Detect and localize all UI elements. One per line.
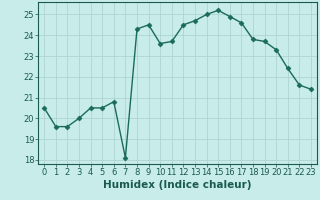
X-axis label: Humidex (Indice chaleur): Humidex (Indice chaleur) (103, 180, 252, 190)
